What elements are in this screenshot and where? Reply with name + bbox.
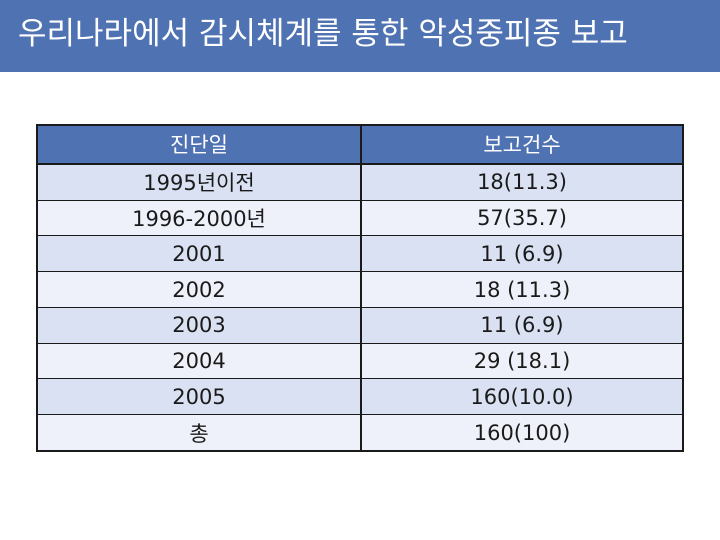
cell-report-count: 57(35.7): [361, 199, 682, 236]
cell-report-count: 11 (6.9): [361, 235, 682, 272]
cell-report-count: 18(11.3): [361, 163, 682, 201]
cell-diagnosis-date: 총: [38, 414, 362, 450]
cell-diagnosis-date: 2004: [38, 342, 362, 379]
table-row: 2002 18 (11.3): [38, 271, 682, 308]
cell-diagnosis-date: 1996-2000년: [38, 199, 362, 236]
cell-diagnosis-date: 2003: [38, 306, 362, 344]
table-header-row: 진단일 보고건수: [38, 126, 682, 165]
table-row: 총 160(100): [38, 414, 682, 450]
cell-report-count: 11 (6.9): [361, 306, 682, 344]
cell-diagnosis-date: 2001: [38, 235, 362, 272]
title-bar: 우리나라에서 감시체계를 통한 악성중피종 보고: [0, 0, 720, 72]
table-row: 1995년이전 18(11.3): [38, 163, 682, 201]
slide-title: 우리나라에서 감시체계를 통한 악성중피종 보고: [18, 16, 628, 52]
table-row: 2004 29 (18.1): [38, 342, 682, 379]
table-row: 2005 160(10.0): [38, 378, 682, 415]
table-row: 1996-2000년 57(35.7): [38, 199, 682, 236]
cell-diagnosis-date: 2005: [38, 378, 362, 415]
table-row: 2003 11 (6.9): [38, 306, 682, 344]
cell-report-count: 29 (18.1): [361, 342, 682, 379]
header-diagnosis-date: 진단일: [38, 126, 362, 165]
cell-diagnosis-date: 1995년이전: [38, 163, 362, 201]
cell-diagnosis-date: 2002: [38, 271, 362, 308]
cell-report-count: 160(10.0): [361, 378, 682, 415]
cell-report-count: 18 (11.3): [361, 271, 682, 308]
cell-report-count: 160(100): [361, 414, 682, 450]
report-table: 진단일 보고건수 1995년이전 18(11.3) 1996-2000년 57(…: [36, 124, 684, 452]
table-row: 2001 11 (6.9): [38, 235, 682, 272]
header-report-count: 보고건수: [361, 126, 682, 165]
report-table-grid: 진단일 보고건수 1995년이전 18(11.3) 1996-2000년 57(…: [38, 126, 682, 450]
